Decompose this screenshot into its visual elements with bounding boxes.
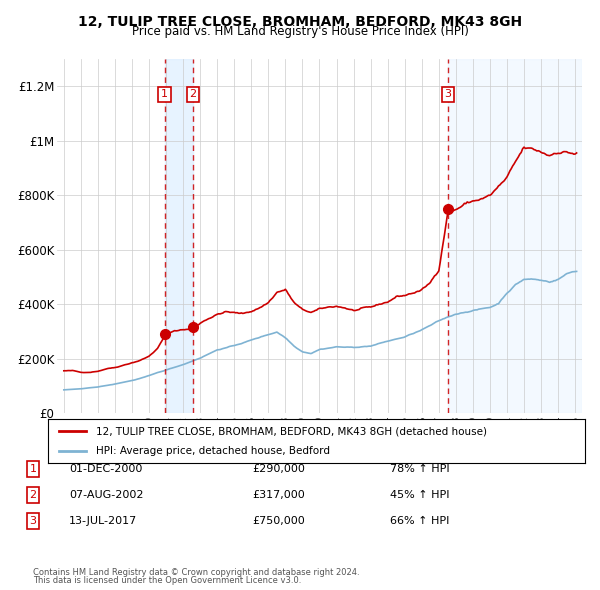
- Text: 1: 1: [29, 464, 37, 474]
- Text: 45% ↑ HPI: 45% ↑ HPI: [390, 490, 449, 500]
- Text: £317,000: £317,000: [252, 490, 305, 500]
- Text: 2: 2: [190, 90, 197, 99]
- Text: 12, TULIP TREE CLOSE, BROMHAM, BEDFORD, MK43 8GH: 12, TULIP TREE CLOSE, BROMHAM, BEDFORD, …: [78, 15, 522, 29]
- Bar: [448, 59, 582, 413]
- Text: 13-JUL-2017: 13-JUL-2017: [69, 516, 137, 526]
- Bar: [165, 59, 193, 413]
- Text: 3: 3: [29, 516, 37, 526]
- Text: Contains HM Land Registry data © Crown copyright and database right 2024.: Contains HM Land Registry data © Crown c…: [33, 568, 359, 577]
- Text: This data is licensed under the Open Government Licence v3.0.: This data is licensed under the Open Gov…: [33, 576, 301, 585]
- Text: 78% ↑ HPI: 78% ↑ HPI: [390, 464, 449, 474]
- Text: Price paid vs. HM Land Registry's House Price Index (HPI): Price paid vs. HM Land Registry's House …: [131, 25, 469, 38]
- Text: 1: 1: [161, 90, 168, 99]
- Text: HPI: Average price, detached house, Bedford: HPI: Average price, detached house, Bedf…: [97, 446, 331, 455]
- Text: 2: 2: [29, 490, 37, 500]
- Text: 66% ↑ HPI: 66% ↑ HPI: [390, 516, 449, 526]
- Text: £750,000: £750,000: [252, 516, 305, 526]
- Text: 3: 3: [445, 90, 451, 99]
- Text: 01-DEC-2000: 01-DEC-2000: [69, 464, 142, 474]
- Text: £290,000: £290,000: [252, 464, 305, 474]
- Text: 07-AUG-2002: 07-AUG-2002: [69, 490, 143, 500]
- Text: 12, TULIP TREE CLOSE, BROMHAM, BEDFORD, MK43 8GH (detached house): 12, TULIP TREE CLOSE, BROMHAM, BEDFORD, …: [97, 427, 487, 436]
